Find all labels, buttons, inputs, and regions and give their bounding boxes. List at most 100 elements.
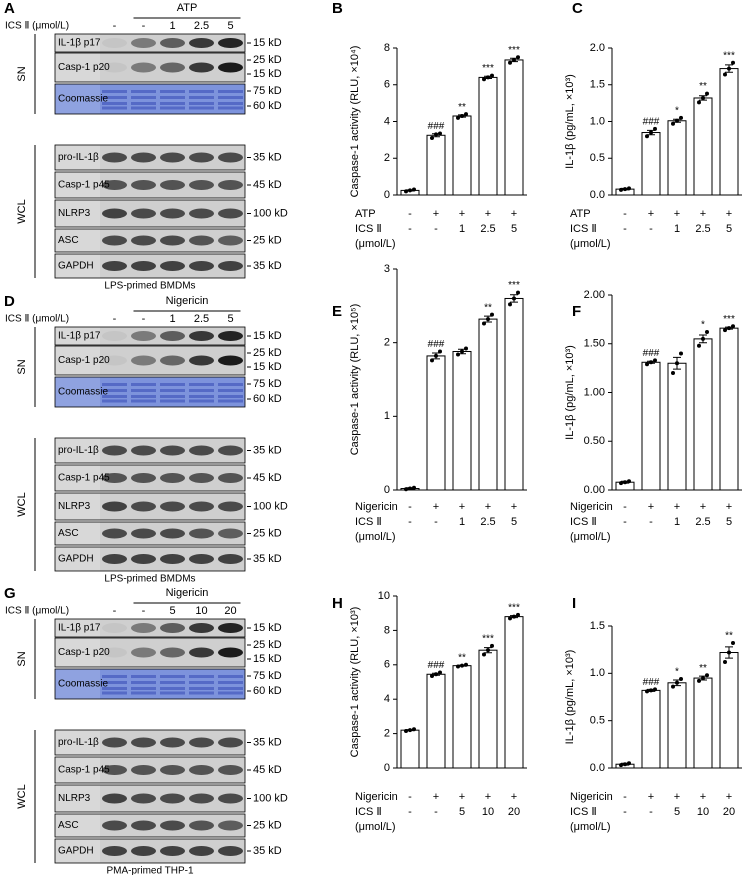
row-value: + (459, 208, 465, 220)
y-tick-label: 1.5 (590, 79, 605, 91)
band-label: NLRP3 (58, 208, 91, 219)
row-value: 1 (459, 223, 465, 235)
row-value: 5 (674, 806, 680, 818)
y-tick-label: 0.5 (590, 152, 605, 164)
lane-label: 1 (169, 20, 175, 32)
y-tick-label: 4 (384, 693, 390, 705)
band-label: Casp-1 p45 (58, 765, 110, 776)
band-label: Coomassie (58, 387, 108, 398)
bar (504, 297, 524, 491)
coomassie-band (189, 102, 214, 105)
band (189, 473, 214, 483)
lane-label: - (113, 313, 117, 325)
coomassie-band (160, 106, 185, 110)
coomassie-band (189, 691, 214, 695)
band (160, 62, 185, 73)
coomassie-band (218, 399, 243, 403)
band (189, 235, 214, 246)
row-value: + (726, 501, 732, 513)
kd-label: 100 kD (253, 792, 288, 804)
coomassie-band (160, 96, 185, 99)
significance: ** (725, 631, 733, 642)
blot-label-area (55, 438, 100, 463)
band (189, 501, 214, 512)
blot-label-area (55, 522, 100, 545)
y-axis-label: Caspase-1 activity (RLU, ×10⁵) (349, 304, 361, 456)
band-label: GAPDH (58, 554, 94, 565)
row-label: ATP (355, 208, 376, 220)
coomassie-band (160, 691, 185, 695)
band (218, 647, 243, 658)
blot-frame (54, 521, 246, 546)
group-label: SN (16, 651, 28, 666)
data-point (508, 60, 512, 65)
data-point (438, 670, 442, 675)
coomassie-band (102, 399, 127, 403)
coomassie-band (189, 399, 214, 403)
band (189, 793, 214, 804)
band (189, 261, 214, 271)
significance: ### (643, 348, 660, 359)
row-value: 1 (674, 223, 680, 235)
row-value: - (408, 516, 412, 528)
data-point (623, 762, 627, 767)
band-label: IL-1β p17 (58, 38, 101, 49)
lane-label: - (113, 605, 117, 617)
kd-label: 25 kD (253, 527, 282, 539)
y-tick-label: 8 (384, 624, 390, 636)
band (160, 473, 185, 483)
band-label: Casp-1 p20 (58, 647, 110, 658)
row-value: 5 (511, 516, 517, 528)
bar (667, 362, 687, 491)
band (218, 623, 243, 633)
data-point (623, 187, 627, 192)
bar (719, 652, 739, 769)
band (189, 846, 214, 856)
kd-label: 15 kD (253, 330, 282, 342)
data-point (675, 361, 679, 366)
group-label: SN (16, 359, 28, 374)
coomassie-band (160, 687, 185, 690)
significance: *** (508, 280, 520, 291)
data-point (697, 343, 701, 348)
kd-label: 35 kD (253, 444, 282, 456)
data-point (490, 643, 494, 648)
blot-frame (54, 199, 246, 228)
row-value: + (459, 501, 465, 513)
coomassie-band (189, 687, 214, 690)
data-point (705, 673, 709, 678)
y-tick-label: 2 (384, 152, 390, 164)
kd-label: 75 kD (253, 85, 282, 97)
band (131, 501, 156, 512)
blot-label-area (55, 785, 100, 812)
band (160, 793, 185, 804)
treatment-label: ATP (177, 2, 198, 14)
row-value: - (623, 501, 627, 513)
row-value: 2.5 (695, 516, 710, 528)
data-point (430, 673, 434, 678)
bar (426, 673, 446, 769)
significance: * (675, 667, 679, 678)
data-point (508, 616, 512, 621)
kd-label: 100 kD (253, 207, 288, 219)
row-value: 5 (459, 806, 465, 818)
data-point (697, 678, 701, 683)
band (131, 331, 156, 341)
row-value: - (408, 223, 412, 235)
band (102, 647, 127, 658)
row-value: - (649, 516, 653, 528)
band (131, 846, 156, 856)
row-value: 2.5 (480, 516, 495, 528)
data-point (671, 684, 675, 689)
band (102, 765, 127, 775)
blot-label-area (55, 757, 100, 783)
row-label: ICS Ⅱ (355, 516, 382, 528)
data-point (679, 115, 683, 120)
data-point (456, 352, 460, 357)
kd-label: 25 kD (253, 234, 282, 246)
significance: ** (699, 81, 707, 92)
significance: *** (723, 50, 735, 61)
band (102, 554, 127, 564)
blot-frame (54, 618, 246, 638)
coomassie-band (102, 102, 127, 105)
